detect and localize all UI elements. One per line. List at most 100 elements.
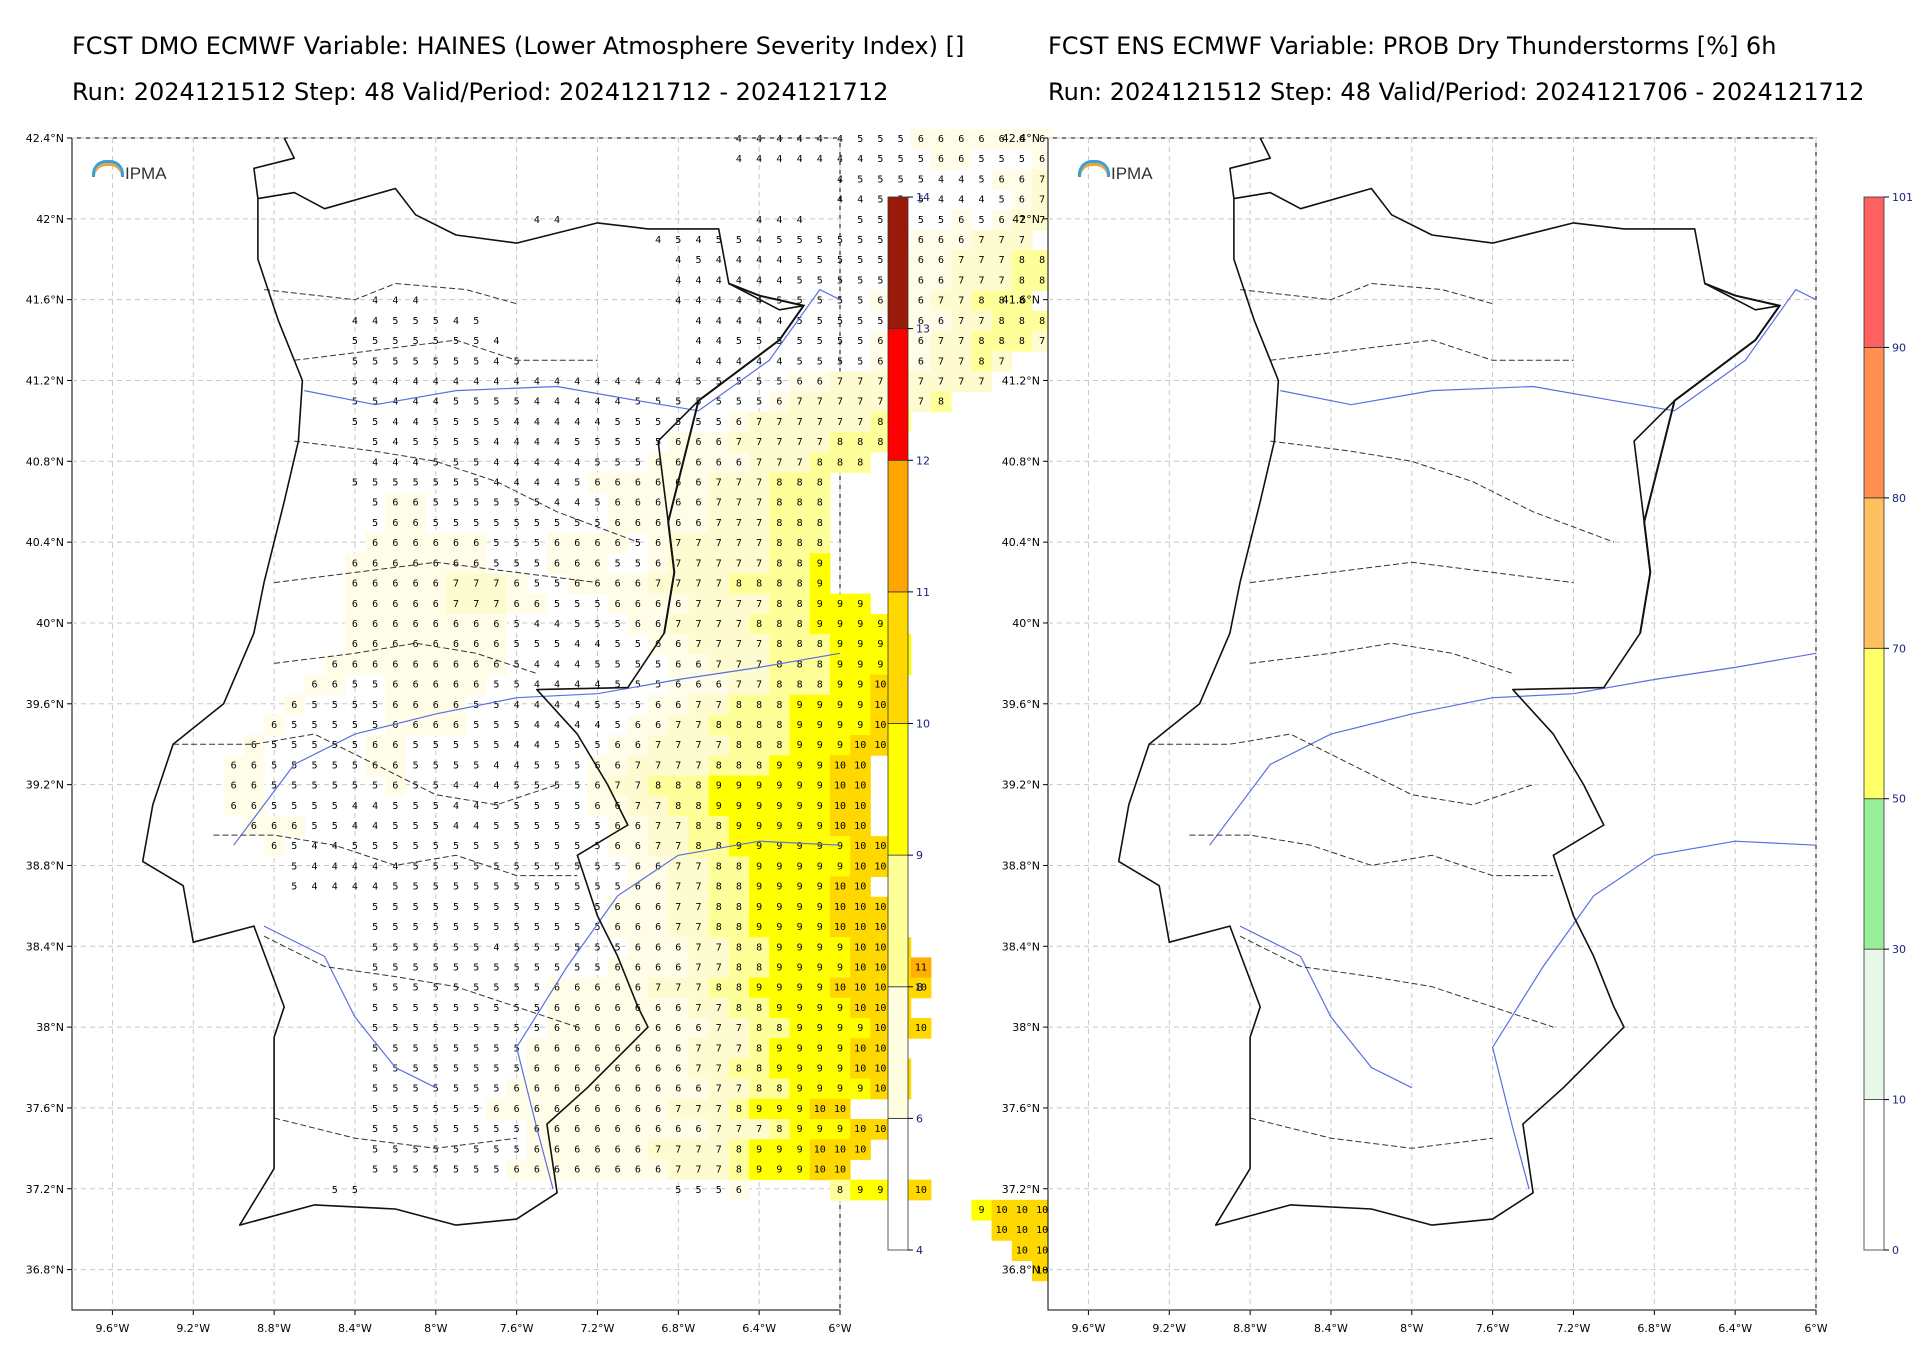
grid-value: 9 — [837, 1084, 843, 1095]
grid-cell — [648, 977, 669, 999]
grid-value: 5 — [877, 275, 883, 286]
grid-value: 8 — [756, 942, 762, 953]
grid-cell — [850, 735, 871, 756]
grid-value: 5 — [332, 801, 338, 812]
grid-cell — [789, 755, 811, 777]
grid-cell — [587, 533, 609, 554]
grid-value: 5 — [372, 922, 378, 933]
grid-value: 5 — [493, 680, 499, 691]
haines-map[interactable]: 42.4°N42°N41.6°N41.2°N40.8°N40.4°N40°N39… — [0, 0, 1094, 1359]
grid-value: 5 — [514, 882, 520, 893]
grid-cell — [688, 1119, 710, 1140]
grid-value: 6 — [655, 1023, 661, 1034]
grid-cell — [607, 1119, 629, 1140]
grid-value: 5 — [413, 356, 419, 367]
grid-value: 6 — [635, 962, 641, 973]
grid-cell — [587, 1018, 609, 1039]
grid-cell — [648, 735, 669, 756]
lon-tick-label: 9.6°W — [1071, 1322, 1105, 1335]
grid-cell — [385, 593, 406, 615]
grid-cell — [769, 896, 790, 918]
grid-cell — [728, 1159, 750, 1181]
grid-value: 6 — [1039, 134, 1045, 145]
grid-value: 8 — [797, 619, 803, 630]
grid-value: 10 — [854, 983, 866, 994]
grid-value: 6 — [413, 558, 419, 569]
dry-thunderstorm-map[interactable]: 42.4°N42°N41.6°N41.2°N40.8°N40.4°N40°N39… — [976, 0, 1928, 1359]
grid-cell — [648, 836, 669, 857]
grid-value: 5 — [433, 1144, 439, 1155]
grid-cell — [688, 775, 710, 797]
grid-value: 4 — [554, 478, 560, 489]
grid-value: 4 — [352, 861, 358, 872]
colorbar-tick-label: 0 — [1892, 1244, 1899, 1257]
grid-cell — [728, 775, 750, 797]
grid-value: 5 — [473, 1124, 479, 1135]
grid-cell — [648, 613, 669, 635]
grid-value: 5 — [433, 882, 439, 893]
grid-value: 4 — [594, 376, 600, 387]
grid-value: 9 — [817, 760, 823, 771]
grid-value: 7 — [675, 619, 681, 630]
grid-value: 9 — [837, 1003, 843, 1014]
grid-value: 4 — [392, 397, 398, 408]
grid-value: 6 — [615, 478, 621, 489]
grid-cell — [708, 1159, 730, 1181]
grid-value: 5 — [635, 437, 641, 448]
grid-value: 8 — [978, 356, 984, 367]
grid-cell — [506, 1078, 528, 1100]
grid-cell — [991, 290, 1013, 312]
grid-cell — [546, 1058, 568, 1080]
grid-value: 6 — [655, 1124, 661, 1135]
grid-value: 9 — [837, 680, 843, 691]
grid-value: 5 — [473, 760, 479, 771]
grid-value: 6 — [675, 1064, 681, 1075]
grid-value: 6 — [554, 558, 560, 569]
grid-value: 6 — [514, 1104, 520, 1115]
grid-cell — [809, 1139, 831, 1160]
grid-value: 5 — [918, 174, 924, 185]
grid-value: 7 — [756, 558, 762, 569]
grid-value: 6 — [615, 983, 621, 994]
grid-value: 5 — [413, 1003, 419, 1014]
grid-value: 6 — [999, 134, 1005, 145]
grid-cell — [850, 694, 871, 716]
grid-value: 6 — [453, 659, 459, 670]
grid-value: 7 — [918, 397, 924, 408]
grid-value: 5 — [473, 437, 479, 448]
grid-value: 5 — [696, 376, 702, 387]
grid-cell — [668, 795, 689, 817]
grid-value: 5 — [797, 235, 803, 246]
international-border — [663, 282, 806, 634]
grid-cell — [668, 916, 689, 938]
grid-value: 6 — [271, 841, 277, 852]
grid-cell — [607, 997, 629, 1019]
grid-cell — [607, 492, 629, 514]
grid-value: 5 — [696, 1185, 702, 1196]
grid-value: 5 — [372, 1124, 378, 1135]
grid-value: 5 — [372, 498, 378, 509]
grid-cell — [728, 432, 750, 453]
grid-cell — [789, 432, 811, 453]
grid-cell — [749, 1098, 770, 1120]
grid-value: 5 — [312, 821, 318, 832]
grid-value: 5 — [453, 740, 459, 751]
grid-value: 5 — [594, 518, 600, 529]
grid-value: 6 — [675, 680, 681, 691]
grid-value: 9 — [776, 1104, 782, 1115]
grid-value: 4 — [675, 275, 681, 286]
grid-cell — [991, 229, 1013, 251]
grid-cell — [708, 997, 730, 1019]
grid-value: 5 — [574, 962, 580, 973]
grid-value: 9 — [797, 740, 803, 751]
lat-tick-label: 38.8°N — [26, 859, 64, 872]
grid-value: 7 — [696, 1165, 702, 1176]
grid-cell — [829, 674, 851, 696]
grid-value: 6 — [615, 1003, 621, 1014]
grid-value: 5 — [433, 801, 439, 812]
grid-value: 9 — [817, 821, 823, 832]
grid-value: 6 — [635, 942, 641, 953]
grid-value: 5 — [635, 659, 641, 670]
grid-value: 5 — [493, 1124, 499, 1135]
grid-value: 7 — [716, 1084, 722, 1095]
